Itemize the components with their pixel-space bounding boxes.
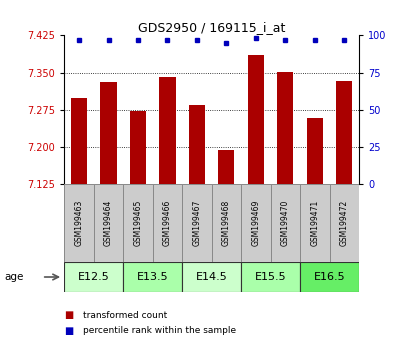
Text: ■: ■ [64, 326, 73, 336]
Text: GSM199472: GSM199472 [340, 200, 349, 246]
Text: ■: ■ [64, 310, 73, 320]
Text: age: age [4, 272, 24, 282]
FancyBboxPatch shape [330, 184, 359, 262]
Text: GSM199467: GSM199467 [193, 200, 201, 246]
Text: GSM199469: GSM199469 [251, 200, 260, 246]
Text: GSM199466: GSM199466 [163, 200, 172, 246]
FancyBboxPatch shape [182, 184, 212, 262]
Bar [218, 150, 234, 184]
FancyBboxPatch shape [182, 262, 241, 292]
FancyBboxPatch shape [123, 262, 182, 292]
FancyBboxPatch shape [241, 262, 300, 292]
Text: GSM199468: GSM199468 [222, 200, 231, 246]
Bar [248, 55, 264, 184]
Text: E15.5: E15.5 [255, 272, 286, 282]
Bar [307, 118, 323, 184]
Text: percentile rank within the sample: percentile rank within the sample [83, 326, 236, 336]
FancyBboxPatch shape [64, 262, 123, 292]
Bar [100, 82, 117, 184]
FancyBboxPatch shape [64, 184, 94, 262]
FancyBboxPatch shape [241, 184, 271, 262]
FancyBboxPatch shape [300, 262, 359, 292]
FancyBboxPatch shape [94, 184, 123, 262]
FancyBboxPatch shape [271, 184, 300, 262]
Text: E16.5: E16.5 [314, 272, 345, 282]
Text: GSM199463: GSM199463 [75, 200, 83, 246]
FancyBboxPatch shape [153, 184, 182, 262]
Bar [189, 105, 205, 184]
Text: transformed count: transformed count [83, 310, 167, 320]
Text: E12.5: E12.5 [78, 272, 110, 282]
FancyBboxPatch shape [123, 184, 153, 262]
FancyBboxPatch shape [212, 184, 241, 262]
Bar [277, 72, 293, 184]
Text: E14.5: E14.5 [196, 272, 227, 282]
Text: GSM199464: GSM199464 [104, 200, 113, 246]
Text: GSM199471: GSM199471 [310, 200, 319, 246]
FancyBboxPatch shape [300, 184, 330, 262]
Text: GSM199465: GSM199465 [134, 200, 142, 246]
Text: E13.5: E13.5 [137, 272, 168, 282]
Bar [159, 76, 176, 184]
Bar [336, 81, 352, 184]
Text: GSM199470: GSM199470 [281, 200, 290, 246]
Bar [71, 98, 87, 184]
Bar [130, 111, 146, 184]
Title: GDS2950 / 169115_i_at: GDS2950 / 169115_i_at [138, 21, 286, 34]
